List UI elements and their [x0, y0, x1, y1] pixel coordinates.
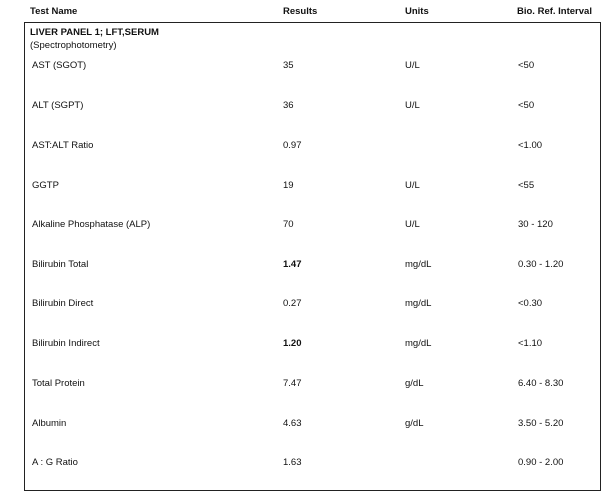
test-units: U/L — [405, 219, 420, 230]
test-name: GGTP — [32, 180, 59, 191]
test-ref-interval: 0.90 - 2.00 — [518, 457, 564, 468]
header-test-name: Test Name — [30, 6, 78, 17]
test-name: AST (SGOT) — [32, 60, 87, 71]
test-ref-interval: 30 - 120 — [518, 219, 553, 230]
test-name: Bilirubin Indirect — [32, 338, 100, 349]
table-row: A : G Ratio 1.63 0.90 - 2.00 — [0, 457, 602, 471]
header-units: Units — [405, 6, 429, 17]
test-result-flagged: 1.47 — [283, 259, 302, 270]
test-units: U/L — [405, 100, 420, 111]
test-name: Bilirubin Total — [32, 259, 89, 270]
test-ref-interval: <0.30 — [518, 298, 543, 309]
table-row: Total Protein 7.47 g/dL 6.40 - 8.30 — [0, 378, 602, 392]
panel-method: (Spectrophotometry) — [30, 40, 117, 51]
test-ref-interval: 0.30 - 1.20 — [518, 259, 564, 270]
test-units: mg/dL — [405, 338, 432, 349]
test-units: mg/dL — [405, 298, 432, 309]
test-name: A : G Ratio — [32, 457, 78, 468]
test-units: U/L — [405, 180, 420, 191]
test-name: Alkaline Phosphatase (ALP) — [32, 219, 151, 230]
table-row: Bilirubin Direct 0.27 mg/dL <0.30 — [0, 298, 602, 312]
test-result: 0.97 — [283, 140, 302, 151]
test-name: Total Protein — [32, 378, 85, 389]
test-result: 0.27 — [283, 298, 302, 309]
test-result: 4.63 — [283, 418, 302, 429]
test-result: 35 — [283, 60, 294, 71]
table-row: ALT (SGPT) 36 U/L <50 — [0, 100, 602, 114]
test-result-flagged: 1.20 — [283, 338, 302, 349]
test-name: ALT (SGPT) — [32, 100, 84, 111]
test-name: AST:ALT Ratio — [32, 140, 94, 151]
table-row: AST:ALT Ratio 0.97 <1.00 — [0, 140, 602, 154]
test-result: 36 — [283, 100, 294, 111]
header-ref-interval: Bio. Ref. Interval — [517, 6, 592, 17]
test-units: g/dL — [405, 418, 424, 429]
test-ref-interval: <50 — [518, 100, 535, 111]
test-ref-interval: <55 — [518, 180, 535, 191]
table-row: Bilirubin Indirect 1.20 mg/dL <1.10 — [0, 338, 602, 352]
table-row: Alkaline Phosphatase (ALP) 70 U/L 30 - 1… — [0, 219, 602, 233]
table-row: GGTP 19 U/L <55 — [0, 180, 602, 194]
table-row: AST (SGOT) 35 U/L <50 — [0, 60, 602, 74]
test-result: 1.63 — [283, 457, 302, 468]
header-results: Results — [283, 6, 318, 17]
test-ref-interval: <1.10 — [518, 338, 543, 349]
test-ref-interval: 3.50 - 5.20 — [518, 418, 564, 429]
test-ref-interval: <1.00 — [518, 140, 543, 151]
test-units: g/dL — [405, 378, 424, 389]
test-name: Albumin — [32, 418, 67, 429]
table-header: Test Name Results Units Bio. Ref. Interv… — [0, 6, 602, 20]
test-result: 70 — [283, 219, 294, 230]
test-ref-interval: <50 — [518, 60, 535, 71]
test-result: 7.47 — [283, 378, 302, 389]
test-name: Bilirubin Direct — [32, 298, 94, 309]
table-row: Albumin 4.63 g/dL 3.50 - 5.20 — [0, 418, 602, 432]
panel-title: LIVER PANEL 1; LFT,SERUM — [30, 27, 159, 38]
test-units: U/L — [405, 60, 420, 71]
panel-border — [24, 22, 601, 491]
test-ref-interval: 6.40 - 8.30 — [518, 378, 564, 389]
table-row: Bilirubin Total 1.47 mg/dL 0.30 - 1.20 — [0, 259, 602, 273]
test-result: 19 — [283, 180, 294, 191]
test-units: mg/dL — [405, 259, 432, 270]
